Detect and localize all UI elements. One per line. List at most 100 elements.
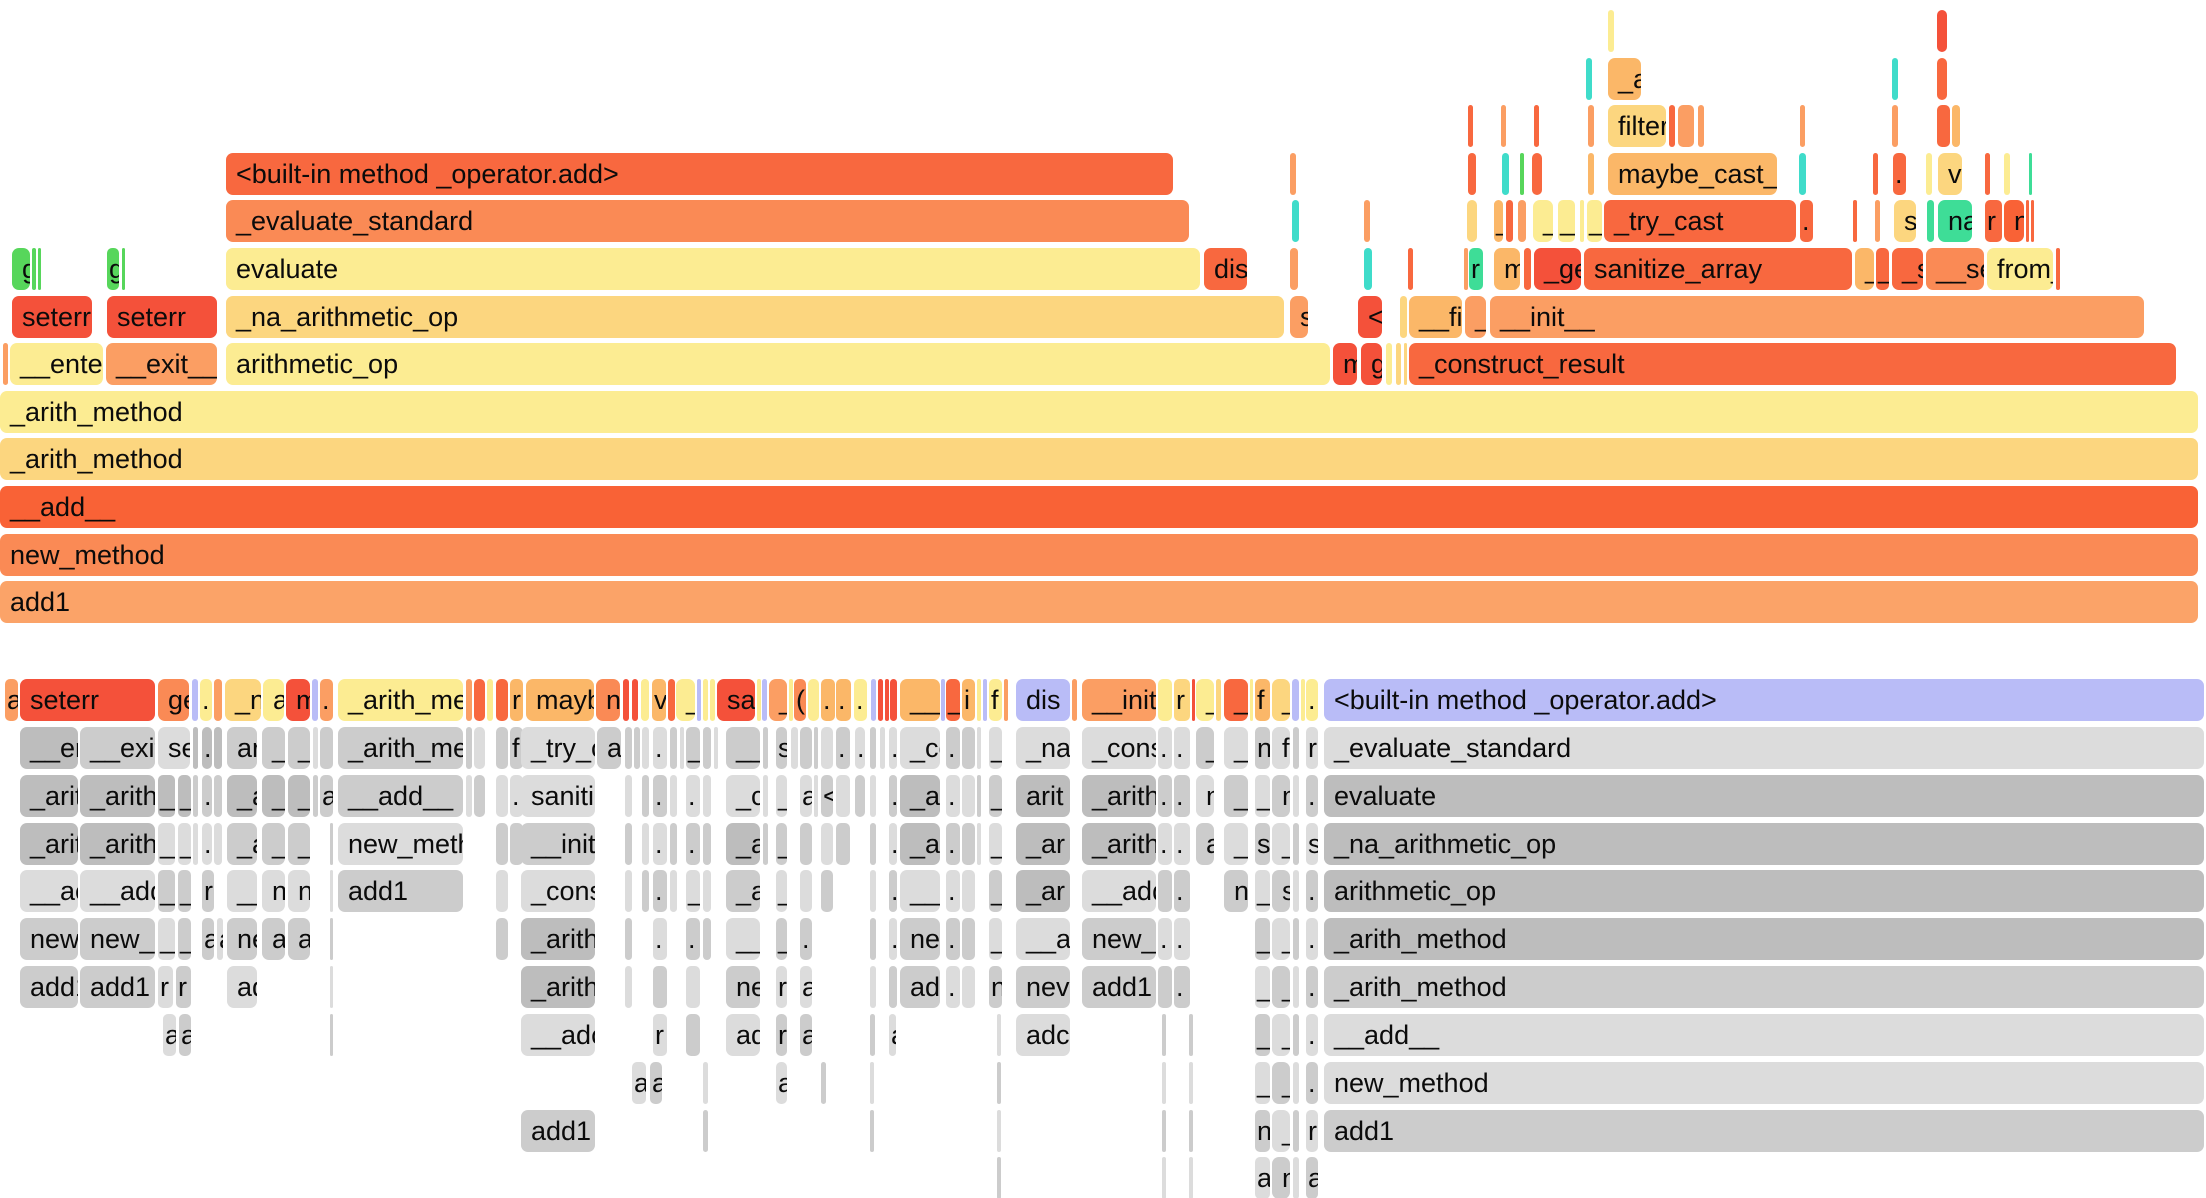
flame-graph-callers-frame[interactable]: _ <box>1272 1014 1290 1056</box>
flame-graph-callers-frame[interactable]: . <box>1158 775 1172 817</box>
flame-graph-callers-frame[interactable]: a <box>163 1014 176 1056</box>
flame-graph-time-order-frame[interactable] <box>1506 200 1513 242</box>
flame-graph-time-order-frame[interactable]: _arith_method <box>0 391 2198 433</box>
flame-graph-callers-frame[interactable]: _na <box>1016 727 1070 769</box>
flame-graph-time-order-frame[interactable] <box>122 248 125 290</box>
flame-graph-time-order-frame[interactable]: seterr <box>107 296 217 338</box>
flame-graph-time-order-frame[interactable] <box>1985 153 1990 195</box>
flame-graph-callers-frame[interactable] <box>703 775 711 817</box>
flame-graph-time-order-frame[interactable]: _ <box>1855 248 1874 290</box>
flame-graph-callers-frame[interactable] <box>962 918 975 960</box>
flame-graph-callers-frame[interactable] <box>1292 679 1299 721</box>
flame-graph-time-order-frame[interactable] <box>1937 10 1947 52</box>
flame-graph-callers-frame[interactable]: s <box>1255 823 1270 865</box>
flame-graph-callers-frame[interactable]: a <box>597 727 621 769</box>
flame-graph-callers-frame[interactable]: _ <box>178 870 191 912</box>
flame-graph-callers-frame[interactable] <box>1189 1062 1193 1104</box>
flame-graph-callers-frame[interactable] <box>641 679 649 721</box>
flame-graph-time-order-frame[interactable] <box>1408 248 1413 290</box>
flame-graph-callers-frame[interactable]: __adc <box>521 1014 595 1056</box>
flame-graph-callers-frame[interactable]: . <box>1306 870 1318 912</box>
flame-graph-time-order-frame[interactable]: _arith_method <box>0 438 2198 480</box>
flame-graph-callers-frame[interactable]: m <box>1272 775 1290 817</box>
flame-graph-callers-frame[interactable]: a <box>1196 823 1214 865</box>
flame-graph-callers-frame[interactable]: seterr <box>20 679 155 721</box>
flame-graph-callers-frame[interactable]: _arith_me <box>338 727 463 769</box>
flame-graph-callers-frame[interactable]: m <box>286 679 310 721</box>
flame-graph-time-order-frame[interactable]: <built-in method _operator.add> <box>226 153 1173 195</box>
flame-graph-time-order-frame[interactable] <box>1678 105 1694 147</box>
flame-graph-callers-frame[interactable] <box>703 870 711 912</box>
flame-graph-callers-frame[interactable]: dis <box>1016 679 1070 721</box>
flame-graph-callers-frame[interactable] <box>1162 1014 1166 1056</box>
flame-graph-callers-frame[interactable]: _ar <box>900 775 940 817</box>
flame-graph-callers-frame[interactable]: add1 <box>521 1110 595 1152</box>
flame-graph-callers-frame[interactable] <box>634 727 640 769</box>
flame-graph-callers-frame[interactable]: _a <box>288 727 310 769</box>
flame-graph-callers-frame[interactable] <box>1158 679 1172 721</box>
flame-graph-callers-frame[interactable]: _c <box>1224 679 1248 721</box>
flame-graph-time-order-frame[interactable] <box>1586 58 1592 100</box>
flame-graph-callers-frame[interactable] <box>330 823 333 865</box>
flame-graph-callers-frame[interactable]: _ <box>776 870 787 912</box>
flame-graph-callers-frame[interactable]: _ar <box>1016 870 1070 912</box>
flame-graph-callers-frame[interactable]: r <box>776 1014 787 1056</box>
flame-graph-callers-frame[interactable] <box>642 775 649 817</box>
flame-graph-time-order-frame[interactable]: _ <box>1465 296 1486 338</box>
flame-graph-callers-frame[interactable]: . <box>889 870 897 912</box>
flame-graph-callers-frame[interactable]: _a <box>227 775 257 817</box>
flame-graph-time-order-frame[interactable]: evaluate <box>226 248 1200 290</box>
flame-graph-callers-frame[interactable]: _arith_ <box>1082 775 1156 817</box>
flame-graph-time-order-frame[interactable]: na <box>1938 200 1972 242</box>
flame-graph-callers-frame[interactable] <box>193 727 198 769</box>
flame-graph-time-order-frame[interactable]: _construct_result <box>1409 343 2176 385</box>
flame-graph-callers-frame[interactable] <box>496 679 508 721</box>
flame-graph-callers-frame[interactable] <box>496 918 508 960</box>
flame-graph-callers-frame[interactable]: _ <box>1255 1062 1270 1104</box>
flame-graph-time-order-frame[interactable]: __enter_ <box>10 343 103 385</box>
flame-graph-callers-frame[interactable]: _ <box>1272 1110 1290 1152</box>
flame-graph-callers-frame[interactable]: new_meth <box>338 823 463 865</box>
flame-graph-callers-frame[interactable]: _ <box>262 727 285 769</box>
flame-graph-time-order-frame[interactable]: . <box>1800 200 1813 242</box>
flame-graph-callers-frame[interactable] <box>836 823 850 865</box>
flame-graph-callers-frame[interactable] <box>703 727 711 769</box>
flame-graph-callers-frame[interactable]: _cons <box>521 870 595 912</box>
flame-graph-callers-frame[interactable]: ne <box>227 918 257 960</box>
flame-graph-time-order-frame[interactable] <box>1290 153 1296 195</box>
flame-graph-callers-frame[interactable] <box>855 775 865 817</box>
flame-graph-callers-frame[interactable]: . <box>320 679 333 721</box>
flame-graph-time-order-frame[interactable]: s <box>1894 200 1916 242</box>
flame-graph-callers-frame[interactable] <box>1189 1110 1193 1152</box>
flame-graph-callers-frame[interactable]: new_ <box>20 918 78 960</box>
flame-graph-callers-frame[interactable] <box>214 823 222 865</box>
flame-graph-callers-frame[interactable]: _ <box>776 775 787 817</box>
flame-graph-callers-frame[interactable] <box>808 679 819 721</box>
flame-graph-callers-frame[interactable]: s <box>1306 823 1318 865</box>
flame-graph-callers-frame[interactable] <box>763 775 768 817</box>
flame-graph-callers-frame[interactable]: __ <box>726 727 760 769</box>
flame-graph-time-order-frame[interactable] <box>1404 343 1407 385</box>
flame-graph-callers-frame[interactable] <box>880 727 885 769</box>
flame-graph-callers-frame[interactable]: a <box>776 1062 787 1104</box>
flame-graph-callers-frame[interactable]: . <box>854 679 867 721</box>
flame-graph-time-order-frame[interactable]: _na_arithmetic_op <box>226 296 1284 338</box>
flame-graph-callers-frame[interactable]: r <box>510 679 523 721</box>
flame-graph-callers-frame[interactable]: n( <box>288 870 310 912</box>
flame-graph-callers-frame[interactable]: i <box>962 679 975 721</box>
flame-graph-time-order-frame[interactable] <box>1520 153 1524 195</box>
flame-graph-callers-frame[interactable]: sa <box>717 679 755 721</box>
flame-graph-callers-frame[interactable]: _a <box>227 823 257 865</box>
flame-graph-callers-frame[interactable] <box>836 775 850 817</box>
flame-graph-callers-frame[interactable]: . <box>1174 918 1190 960</box>
flame-graph-callers-frame[interactable] <box>703 1110 708 1152</box>
flame-graph-callers-frame[interactable] <box>496 870 508 912</box>
flame-graph-callers-frame[interactable]: add1 <box>80 966 155 1008</box>
flame-graph-callers-frame[interactable]: _ <box>288 823 310 865</box>
flame-graph-callers-frame[interactable] <box>962 775 975 817</box>
flame-graph-callers-frame[interactable]: . <box>653 775 667 817</box>
flame-graph-callers-frame[interactable] <box>821 870 833 912</box>
flame-graph-callers-frame[interactable]: _ <box>1272 918 1290 960</box>
flame-graph-callers-frame[interactable] <box>710 679 715 721</box>
flame-graph-callers-frame[interactable]: __init. <box>521 823 595 865</box>
